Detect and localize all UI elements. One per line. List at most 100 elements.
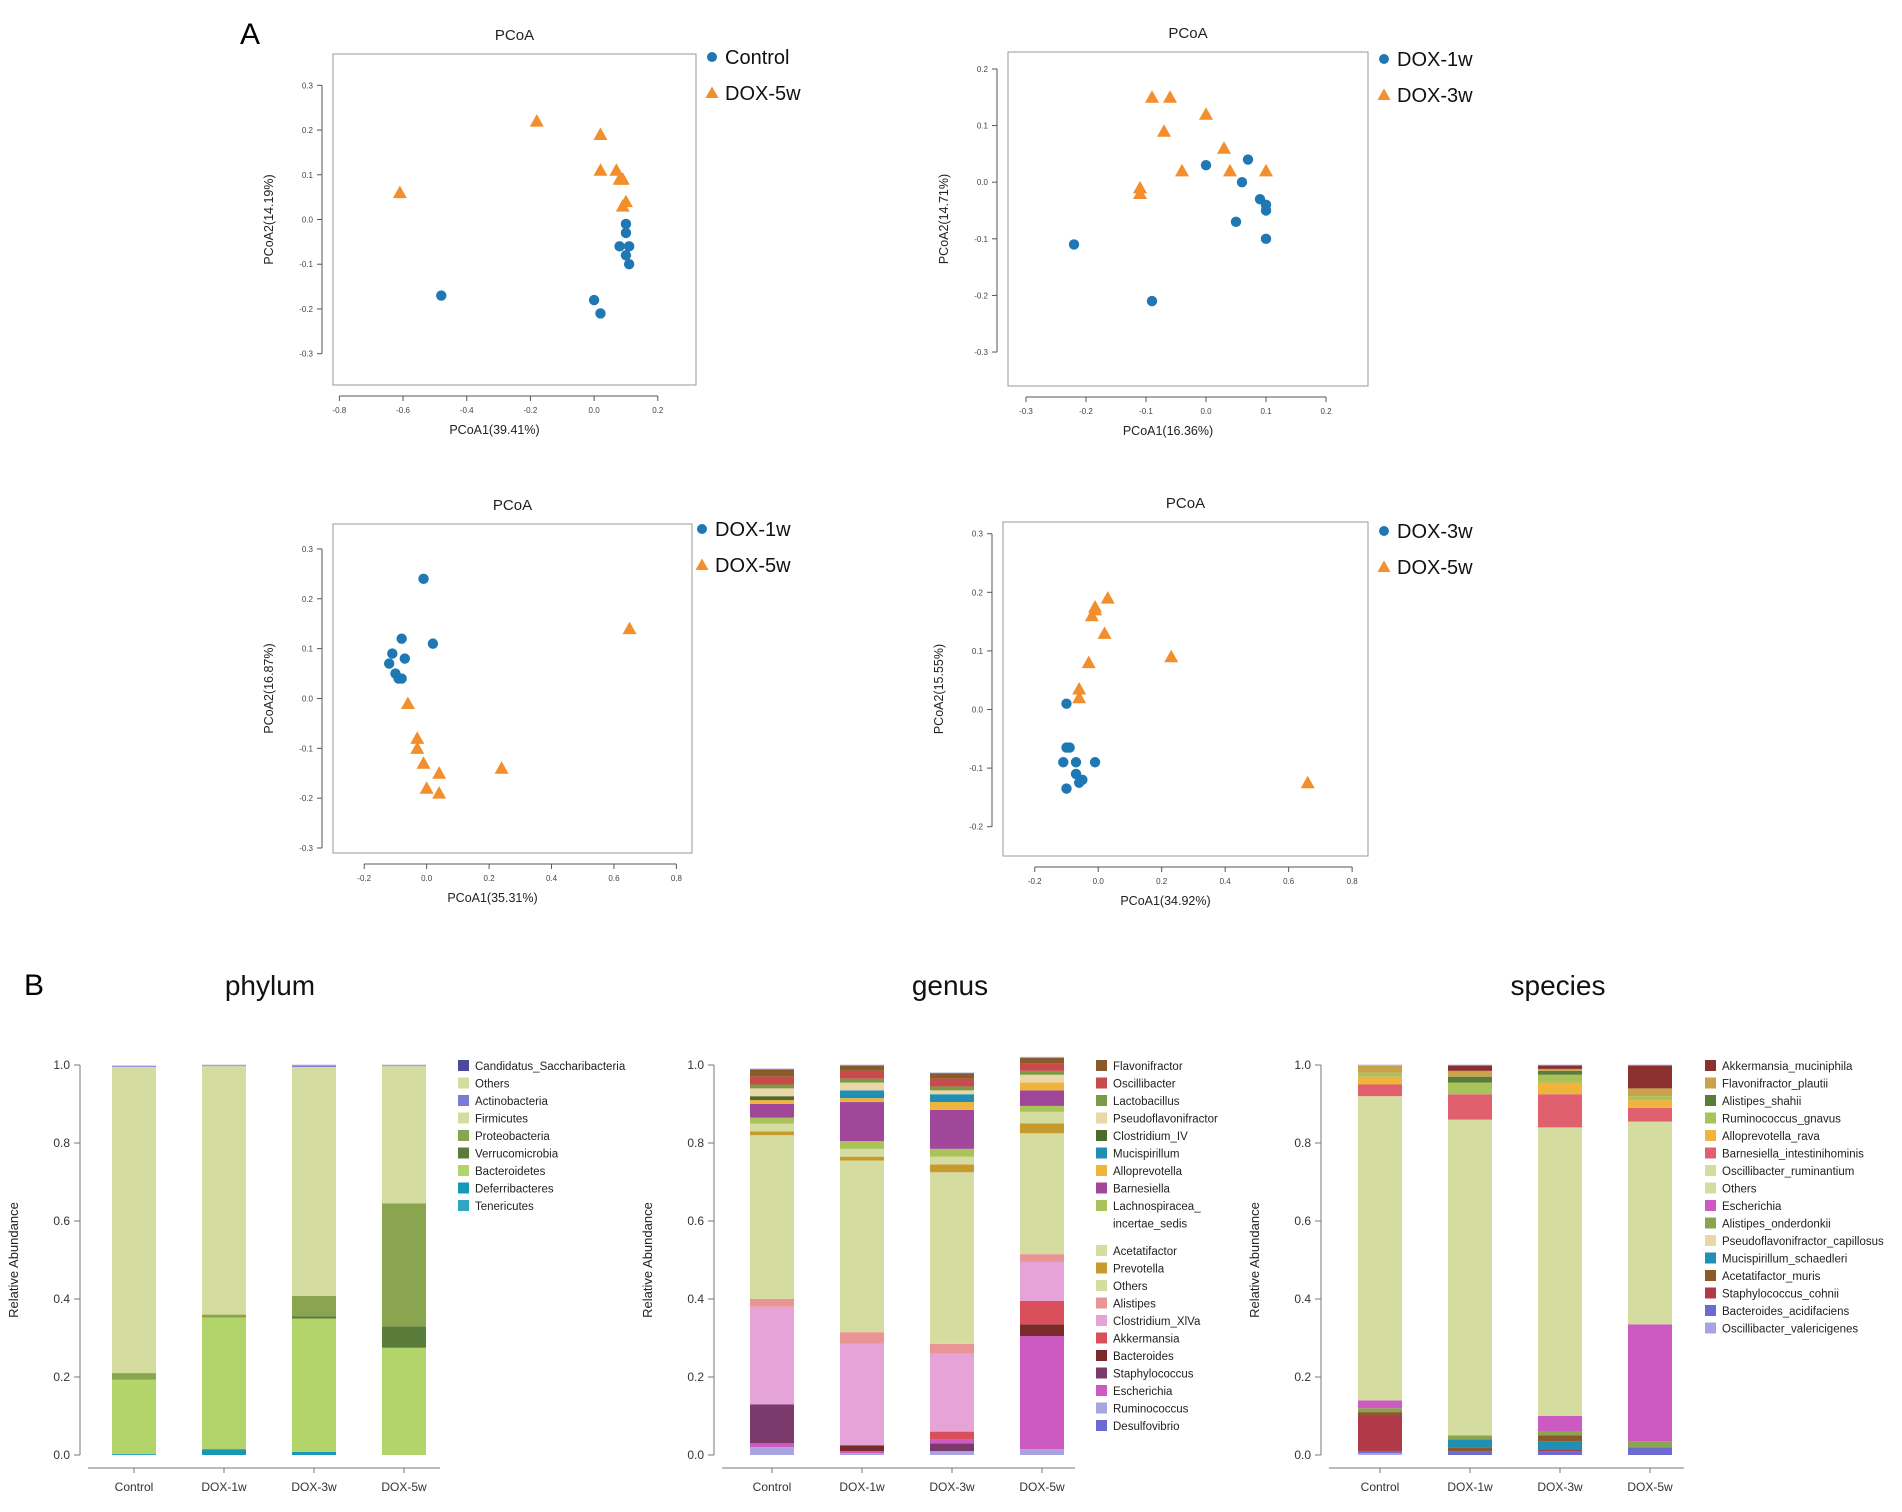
species-x-tick-label: DOX-3w	[1537, 1480, 1583, 1494]
species-bar-segment-Acetatifactor_muris	[1358, 1412, 1402, 1416]
phylum-legend-swatch-Candidatus_Saccharibacteria	[458, 1060, 469, 1071]
pcoa4-point-DOX-5w	[1097, 626, 1112, 639]
genus-bar-segment-Mucispirillum	[930, 1094, 974, 1103]
pcoa3-legend-marker-DOX-5w	[695, 558, 709, 570]
phylum-x-tick-label: DOX-5w	[381, 1480, 427, 1494]
species-bar-segment-Bacteroides_acidifaciens	[1448, 1451, 1492, 1455]
genus-bar-segment-Lachnospiracea_incertae_sedis	[930, 1148, 974, 1157]
genus-bar-segment-Acetatifactor	[840, 1148, 884, 1157]
pcoa1-y-label: PCoA2(14.19%)	[262, 174, 276, 264]
species-legend-label: Oscillibacter_valericigenes	[1722, 1324, 1858, 1336]
pcoa3-point-DOX-1w	[427, 638, 439, 649]
species-legend-swatch-Escherichia	[1705, 1200, 1716, 1211]
species-bar-segment-Barnesiella_intestinihominis	[1358, 1084, 1402, 1097]
species-legend-swatch-Alistipes_onderdonkii	[1705, 1217, 1716, 1229]
pcoa3-y-tick-label: 0.0	[302, 694, 314, 703]
pcoa1-x-tick-label: -0.2	[524, 406, 538, 415]
pcoa2-y-label: PCoA2(14.71%)	[937, 174, 951, 264]
phylum-bar-segment-Actinobacteria	[112, 1065, 156, 1067]
pcoa1-point-DOX-5w	[593, 127, 608, 141]
pcoa4-point-DOX-5w	[1072, 682, 1087, 695]
species-legend-swatch-Bacteroides_acidifaciens	[1705, 1305, 1716, 1316]
genus-bar-segment-Prevotella	[930, 1164, 974, 1173]
species-bar-segment-Acetatifactor_muris	[1538, 1435, 1582, 1442]
phylum-y-tick-label: 0.8	[53, 1136, 70, 1150]
pcoa4-x-label: PCoA1(34.92%)	[1120, 894, 1210, 908]
genus-bar-segment-Flavonifractor	[840, 1065, 884, 1071]
phylum-bar-segment-Actinobacteria	[202, 1065, 246, 1067]
pcoa2-x-tick-label: 0.0	[1200, 407, 1212, 416]
genus-legend-swatch-Mucispirillum	[1096, 1147, 1107, 1159]
pcoa4-x-tick-label: 0.0	[1093, 877, 1105, 886]
species-bar-segment-Staphylococcus_cohnii	[1538, 1449, 1582, 1452]
pcoa4-x-tick-label: 0.2	[1156, 877, 1168, 886]
species-legend-label: Escherichia	[1722, 1201, 1782, 1213]
pcoa3-point-DOX-5w	[622, 621, 637, 635]
genus-legend-swatch-Desulfovibrio	[1096, 1420, 1107, 1431]
pcoa2-title: PCoA	[1168, 25, 1207, 42]
genus-bar-segment-Prevotella	[840, 1156, 884, 1161]
genus-legend-label: Oscillibacter	[1113, 1079, 1176, 1091]
species-bar-segment-Flavonifractor_plautii	[1628, 1088, 1672, 1097]
pcoa2-point-DOX-1w	[1260, 199, 1272, 211]
genus-y-label: Relative Abundance	[640, 1202, 655, 1318]
phylum-bar-segment-Firmicutes	[382, 1066, 426, 1204]
genus-chart: genus 0.0 0.2 0.4 0.6 0.8 1.0 Relative Abundanc…	[640, 970, 1218, 1494]
pcoa2-y-tick-label: 0.2	[977, 65, 989, 74]
species-bar-segment-Alloprevotella_rava	[1358, 1076, 1402, 1085]
phylum-legend-swatch-Bacteroidetes	[458, 1165, 469, 1176]
species-bar-segment-Bacteroides_acidifaciens	[1628, 1447, 1672, 1455]
pcoa1-point-Control	[588, 294, 600, 306]
pcoa1-plot-frame	[332, 53, 697, 386]
genus-legend-swatch-Others	[1096, 1280, 1107, 1291]
pcoa4-point-DOX-3w	[1061, 783, 1072, 794]
genus-bar-segment-Lachnospiracea_incertae_sedis	[750, 1117, 794, 1124]
species-legend-swatch-Mucispirillum_schaedleri	[1705, 1252, 1716, 1264]
species-legend-label: Barnesiella_intestinihominis	[1722, 1149, 1864, 1161]
genus-legend-swatch-Bacteroides	[1096, 1350, 1107, 1361]
species-bar-segment-Others	[1358, 1096, 1402, 1401]
genus-legend-swatch-Escherichia	[1096, 1385, 1107, 1396]
pcoa3-y-tick-label: 0.3	[302, 545, 314, 554]
species-bar-segment-Alistipes_onderdonkii	[1448, 1435, 1492, 1440]
pcoa3-point-DOX-1w	[418, 573, 429, 585]
genus-legend-swatch-Alistipes	[1096, 1297, 1107, 1309]
pcoa3-point-DOX-1w	[396, 673, 407, 684]
pcoa4-point-DOX-3w	[1073, 777, 1085, 788]
pcoa3-point-DOX-1w	[387, 648, 398, 659]
pcoa4-x-tick-label: 0.8	[1347, 877, 1359, 886]
pcoa2-point-DOX-3w	[1175, 163, 1189, 177]
species-bar-segment-Barnesiella_intestinihominis	[1538, 1094, 1582, 1128]
genus-bar-segment-Clostridium_XlVa	[930, 1353, 974, 1432]
species-bar-segment-Bacteroides_acidifaciens	[1538, 1451, 1582, 1455]
pcoa3-legend-label: DOX-5w	[715, 555, 791, 577]
phylum-bar-segment-Bacteroidetes	[202, 1317, 246, 1450]
genus-bar-segment-Alistipes	[930, 1343, 974, 1354]
species-legend-swatch-Oscillibacter_valericigenes	[1705, 1322, 1716, 1334]
species-bar-segment-Flavonifractor_plautii	[1538, 1068, 1582, 1071]
phylum-x-tick-label: DOX-3w	[291, 1480, 337, 1494]
pcoa2-x-label: PCoA1(16.36%)	[1123, 424, 1213, 438]
species-legend-label: Bacteroides_acidifaciens	[1722, 1306, 1849, 1318]
species-bar-segment-Staphylococcus_cohnii	[1358, 1416, 1402, 1452]
species-bar-segment-Mucispirillum_schaedleri	[1448, 1439, 1492, 1448]
pcoa2-point-DOX-1w	[1200, 160, 1212, 171]
pcoa2-x-tick-label: -0.1	[1139, 407, 1153, 416]
species-legend-label: Acetatifactor_muris	[1722, 1271, 1821, 1283]
species-y-label: Relative Abundance	[1247, 1202, 1262, 1318]
phylum-bar-segment-Firmicutes	[112, 1066, 156, 1374]
genus-legend-label: Desulfovibrio	[1113, 1421, 1179, 1433]
pcoa4-x-tick-label: -0.2	[1028, 877, 1042, 886]
genus-bar-segment-Escherichia	[750, 1443, 794, 1448]
pcoa3-y-tick-label: 0.1	[302, 645, 314, 654]
genus-bar-segment-Lactobacillus	[840, 1078, 884, 1083]
pcoa1-point-Control	[436, 290, 447, 301]
species-bar-segment-Escherichia	[1358, 1400, 1402, 1409]
genus-legend-label: Flavonifractor	[1113, 1061, 1183, 1073]
species-bar-segment-Ruminococcus_gnavus	[1448, 1082, 1492, 1095]
genus-bar-segment-Barnesiella	[750, 1104, 794, 1118]
pcoa2-point-DOX-1w	[1230, 216, 1242, 228]
species-legend-swatch-Oscillibacter_ruminantium	[1705, 1165, 1716, 1176]
genus-y-tick-label: 0.4	[687, 1292, 704, 1306]
pcoa4-title: PCoA	[1166, 495, 1205, 512]
